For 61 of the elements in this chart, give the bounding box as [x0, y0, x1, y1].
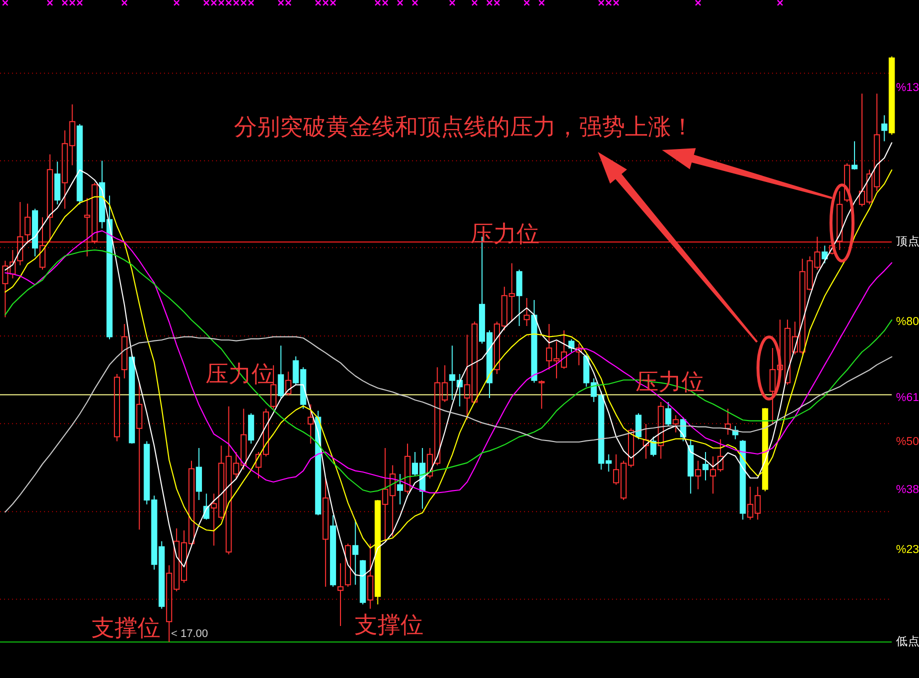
line-series [4, 336, 892, 513]
candlestick [844, 162, 850, 202]
candlestick [136, 382, 142, 530]
candlestick [196, 448, 202, 500]
candlestick [635, 412, 642, 440]
annotation: 支撑位 [354, 612, 424, 638]
candlestick [76, 124, 83, 205]
candlestick [516, 269, 522, 326]
candlestick [352, 519, 358, 586]
candlestick [688, 438, 694, 494]
candlestick [650, 436, 656, 457]
candlestick [322, 478, 329, 588]
candlestick [330, 514, 336, 588]
y-tick-label: %50 [896, 436, 919, 448]
annotation: < 17.00 [171, 628, 208, 640]
candlestick [531, 300, 538, 384]
candlestick [367, 543, 374, 610]
annotation: 压力位 [470, 222, 540, 246]
candlestick [576, 343, 582, 366]
candlestick [568, 338, 574, 352]
y-tick-label: %23 [896, 544, 919, 556]
candlestick [39, 216, 46, 270]
annotation: 分别突破黄金线和顶点线的压力，强势上涨！ [234, 114, 694, 140]
candlestick [822, 245, 828, 264]
candlestick [278, 345, 284, 398]
candlestick [315, 410, 322, 516]
candlestick [740, 440, 746, 520]
candlestick [308, 404, 314, 444]
candlestick [524, 298, 530, 326]
candlestick [344, 543, 351, 588]
candlestick [724, 408, 731, 436]
candlestick [658, 402, 664, 460]
candlestick [397, 474, 404, 505]
candlestick [114, 374, 120, 442]
candlestick [695, 460, 702, 490]
candlestick [836, 190, 843, 250]
candlestick [17, 202, 24, 266]
candlestick [888, 56, 895, 136]
candlestick [46, 154, 53, 242]
candlestick [672, 414, 679, 433]
candlestick [54, 161, 60, 205]
candlestick [24, 203, 31, 244]
candlestick [285, 371, 292, 396]
candlestick [851, 140, 858, 170]
y-tick-label: %80 [896, 316, 919, 328]
candlestick [337, 562, 344, 626]
text: %13 [896, 82, 919, 94]
candlestick [538, 380, 545, 410]
y-tick-label: %38 [896, 484, 919, 496]
candlestick [642, 424, 649, 460]
candlestick [404, 443, 411, 494]
candlestick [702, 452, 709, 481]
candlestick [32, 208, 38, 257]
candlestick [248, 412, 254, 444]
candlestick [360, 560, 366, 605]
candlestick [121, 324, 128, 379]
candlestick [665, 402, 672, 426]
candlestick [881, 114, 888, 142]
y-tick-label: %61 [896, 392, 919, 404]
candlestick [128, 354, 135, 444]
annotation: 支撑位 [92, 616, 160, 640]
